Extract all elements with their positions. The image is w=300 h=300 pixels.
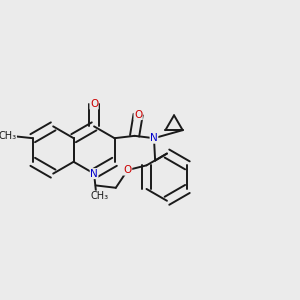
Text: N: N: [90, 169, 98, 178]
Text: O: O: [124, 165, 132, 175]
Text: O: O: [90, 99, 98, 109]
Text: O: O: [134, 110, 142, 120]
Text: N: N: [150, 133, 158, 143]
Text: CH₃: CH₃: [0, 131, 16, 141]
Text: CH₃: CH₃: [90, 191, 108, 201]
